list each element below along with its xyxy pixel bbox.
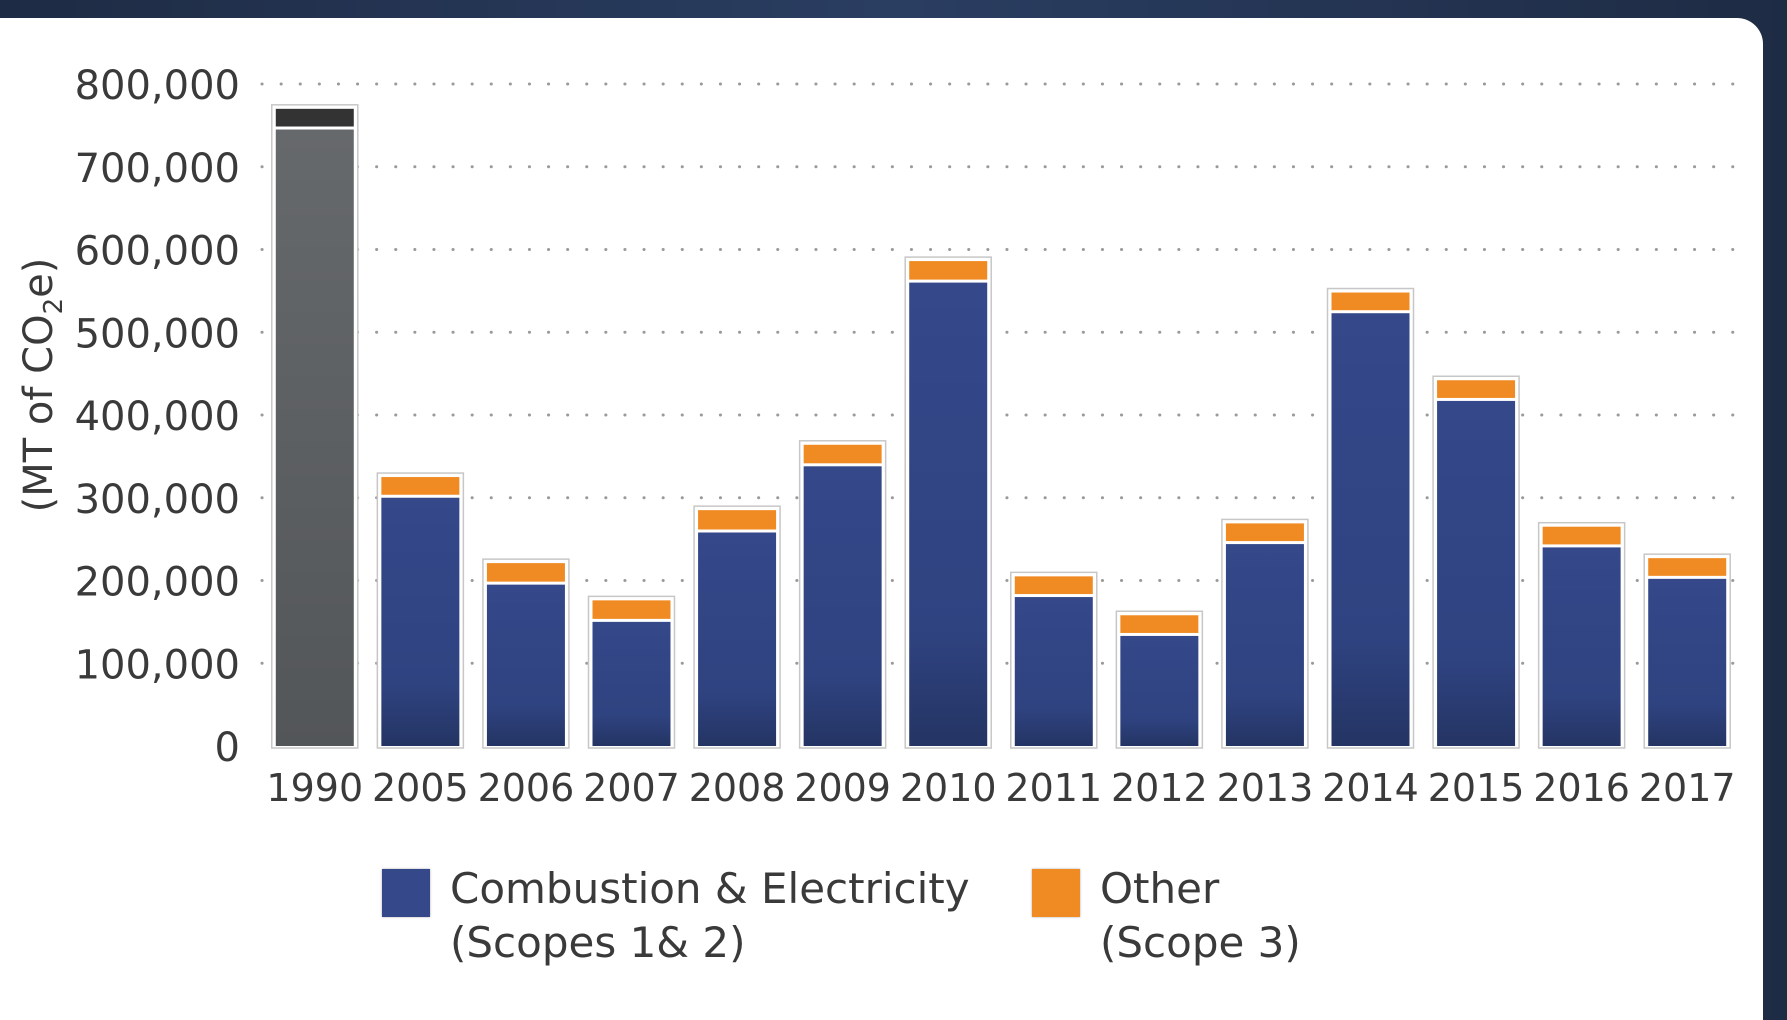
- legend-label-other-line2: (Scope 3): [1100, 918, 1301, 967]
- y-tick-label: 100,000: [75, 642, 240, 688]
- x-tick-label: 2017: [1639, 766, 1736, 810]
- bar-combustion-1990: [275, 129, 354, 746]
- bar-other-2017: [1648, 558, 1727, 576]
- bar-other-2012: [1120, 615, 1199, 633]
- bars: [271, 104, 1731, 749]
- bar-group-2016: [1537, 521, 1626, 749]
- x-tick-label: 2015: [1428, 766, 1525, 810]
- chart-panel: 0 100,000 200,000 300,000 400,000 500,000 600,…: [0, 18, 1763, 1020]
- bar-other-2005: [381, 477, 460, 495]
- x-axis-ticks: 1990 2005 2006 2007 2008 2009 2010 2011 2012 2013…: [266, 766, 1735, 810]
- bar-combustion-2017: [1648, 578, 1727, 746]
- bar-other-2008: [698, 510, 777, 530]
- bar-other-2015: [1437, 380, 1516, 398]
- bar-group-2015: [1432, 375, 1520, 749]
- y-tick-label: 800,000: [75, 63, 240, 109]
- bar-combustion-2010: [909, 282, 988, 746]
- y-tick-label: 700,000: [75, 146, 240, 192]
- x-tick-label: 2008: [689, 766, 786, 810]
- bar-group-1990: [271, 104, 359, 749]
- bar-combustion-2011: [1014, 597, 1093, 746]
- y-axis-label-part-3: e): [16, 258, 62, 298]
- y-tick-label: 300,000: [75, 477, 240, 523]
- y-tick-label: 600,000: [75, 229, 240, 275]
- x-tick-label: 2011: [1005, 766, 1102, 810]
- bar-combustion-2005: [381, 497, 460, 746]
- x-tick-label: 2007: [583, 766, 680, 810]
- legend-swatch-combustion: [382, 869, 430, 917]
- legend-label-combustion-line1: Combustion & Electricity: [450, 864, 970, 913]
- bar-other-2011: [1014, 576, 1093, 595]
- bar-group-2006: [482, 558, 570, 749]
- y-axis-label-part-1: (MT of CO: [16, 314, 62, 512]
- x-tick-label: 2014: [1322, 766, 1419, 810]
- bar-chart: 0 100,000 200,000 300,000 400,000 500,000 600,…: [16, 63, 1742, 810]
- bar-group-2010: [904, 256, 992, 749]
- y-axis-label: (MT of CO2e): [16, 258, 69, 513]
- bar-combustion-2009: [803, 466, 882, 746]
- x-tick-label: 2006: [478, 766, 575, 810]
- bar-combustion-2013: [1225, 544, 1304, 746]
- bar-group-2013: [1221, 518, 1309, 749]
- bar-other-2007: [592, 600, 671, 619]
- y-tick-label: 200,000: [75, 560, 240, 606]
- y-axis-label-subscript: 2: [39, 298, 69, 315]
- x-tick-label: 1990: [266, 766, 363, 810]
- x-tick-label: 2005: [372, 766, 469, 810]
- bar-other-2014: [1331, 292, 1410, 311]
- bar-combustion-2015: [1437, 400, 1516, 746]
- bar-combustion-2014: [1331, 313, 1410, 746]
- bar-other-2006: [486, 563, 565, 582]
- bar-group-2008: [693, 505, 781, 749]
- bar-group-2005: [376, 472, 465, 749]
- bar-other-2009: [803, 444, 882, 464]
- bar-group-2011: [1010, 571, 1098, 749]
- x-tick-label: 2012: [1111, 766, 1208, 810]
- legend-label-combustion-line2: (Scopes 1& 2): [450, 918, 746, 967]
- y-tick-label: 400,000: [75, 394, 240, 440]
- bar-other-1990: [275, 108, 354, 127]
- bar-combustion-2012: [1120, 635, 1199, 746]
- x-tick-label: 2016: [1533, 766, 1630, 810]
- bar-combustion-2008: [698, 532, 777, 746]
- y-tick-label: 500,000: [75, 311, 240, 357]
- bar-other-2016: [1542, 526, 1621, 545]
- bar-combustion-2007: [592, 621, 671, 746]
- y-axis-ticks: 0 100,000 200,000 300,000 400,000 500,000 600,…: [75, 63, 240, 771]
- bar-other-2010: [909, 261, 988, 280]
- bar-other-2013: [1225, 523, 1304, 542]
- x-tick-label: 2013: [1217, 766, 1314, 810]
- bar-group-2017: [1643, 553, 1731, 749]
- bar-combustion-2006: [486, 584, 565, 746]
- x-tick-label: 2009: [794, 766, 891, 810]
- bar-combustion-2016: [1542, 547, 1621, 746]
- legend-swatch-other: [1032, 869, 1080, 917]
- bar-group-2009: [798, 440, 887, 749]
- bar-group-2012: [1115, 610, 1204, 749]
- x-tick-label: 2010: [900, 766, 997, 810]
- legend-label-other-line1: Other: [1100, 864, 1220, 913]
- bar-group-2007: [587, 595, 676, 749]
- y-tick-label: 0: [215, 725, 240, 771]
- bar-group-2014: [1326, 287, 1415, 749]
